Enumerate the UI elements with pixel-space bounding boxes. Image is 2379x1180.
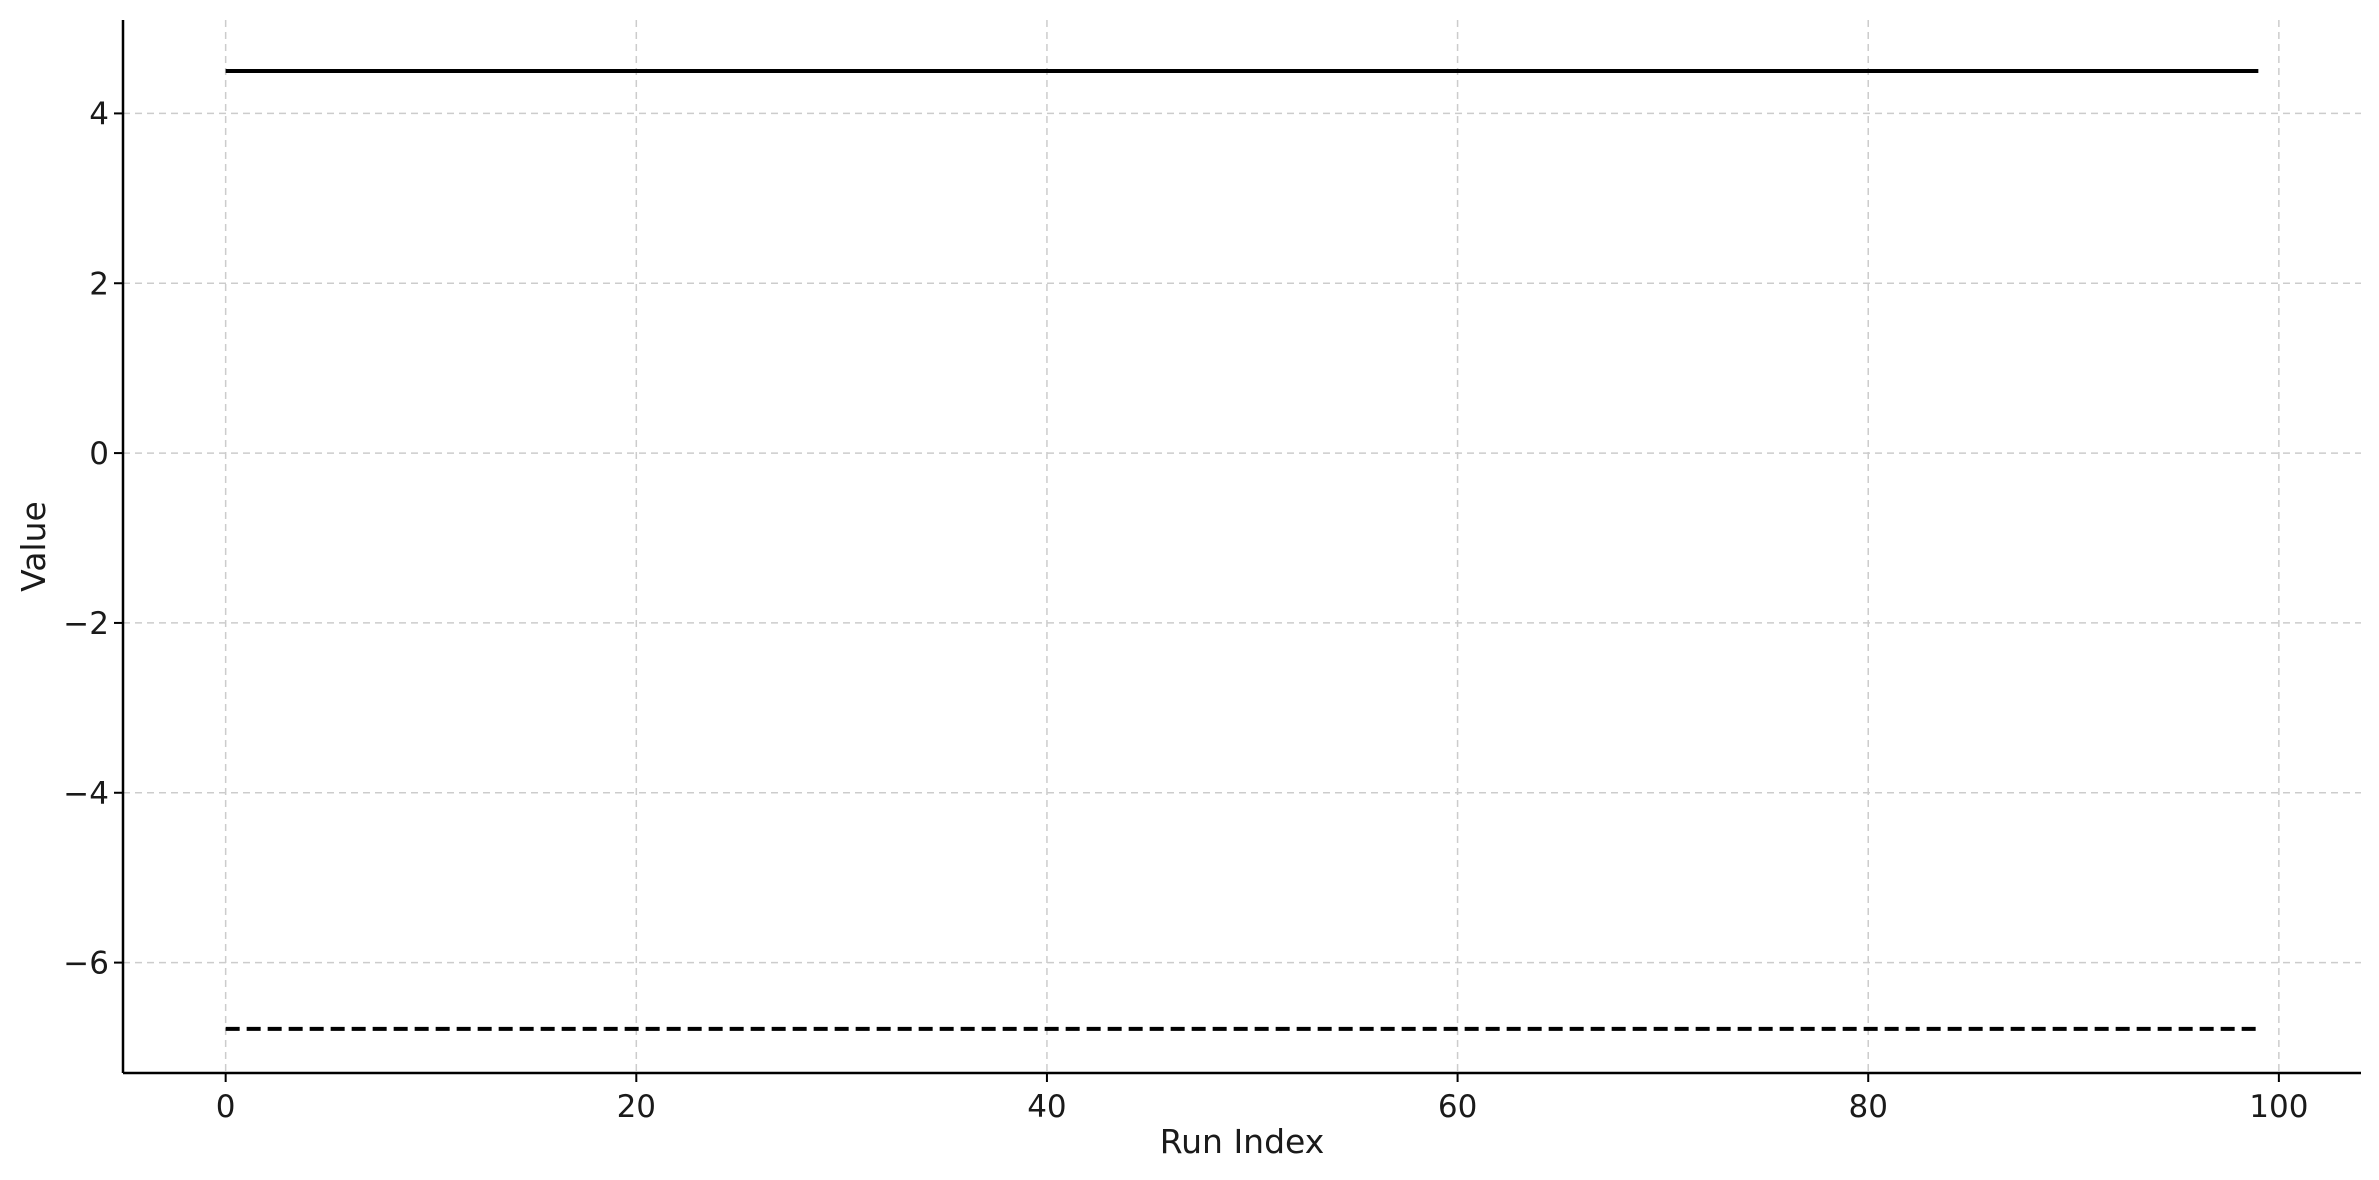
x-axis-label: Run Index xyxy=(1160,1122,1325,1161)
y-tick-label: 0 xyxy=(89,436,109,472)
x-tick-label: 100 xyxy=(2249,1089,2308,1125)
x-tick-label: 80 xyxy=(1849,1089,1888,1125)
y-tick-label: −6 xyxy=(63,946,109,982)
y-tick-label: −4 xyxy=(63,776,109,812)
grid xyxy=(123,20,2361,1073)
x-tick-label: 0 xyxy=(216,1089,236,1125)
y-tick-label: 2 xyxy=(89,266,109,302)
y-axis-label: Value xyxy=(14,501,53,592)
series-group xyxy=(225,68,2259,1031)
x-tick-label: 20 xyxy=(617,1089,656,1125)
x-tick-label: 60 xyxy=(1438,1089,1477,1125)
axes xyxy=(121,20,2361,1075)
y-tick-label: −2 xyxy=(63,606,109,642)
x-tick-label: 40 xyxy=(1027,1089,1066,1125)
y-tick-label: 4 xyxy=(89,96,109,132)
